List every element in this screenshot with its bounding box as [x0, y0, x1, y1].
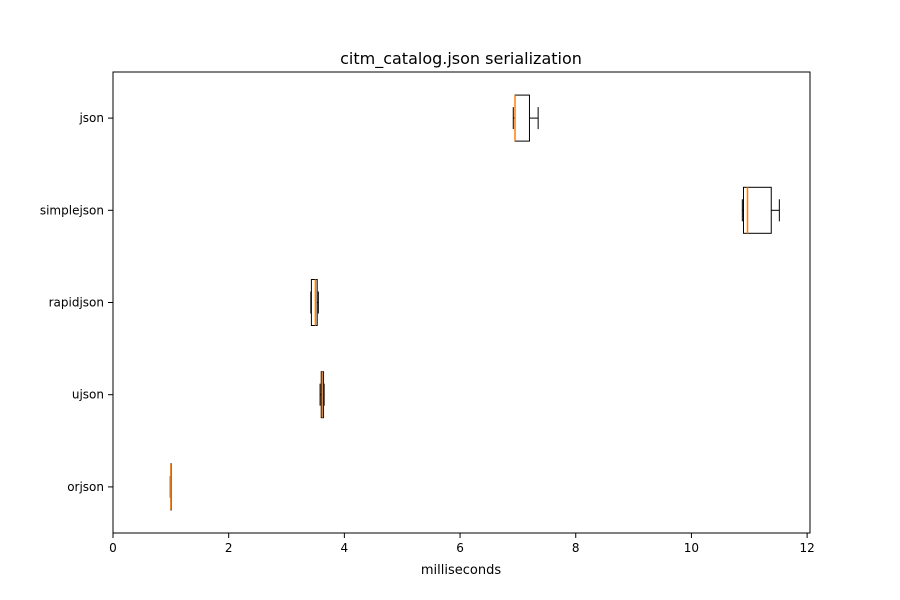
x-tick-label: 2	[225, 541, 233, 555]
x-tick-label: 4	[341, 541, 349, 555]
box-json	[512, 94, 539, 142]
box-body	[742, 186, 772, 234]
box-simplejson	[741, 186, 780, 234]
x-tick-label: 10	[684, 541, 699, 555]
y-tick-label: orjson	[67, 480, 104, 494]
box-body	[310, 279, 318, 326]
y-tick-label: simplejson	[40, 203, 104, 217]
x-axis-label: milliseconds	[421, 563, 501, 578]
y-tick-label: rapidjson	[49, 296, 104, 310]
axes-frame	[112, 71, 811, 534]
y-tick-label: json	[78, 111, 104, 125]
box-body	[514, 94, 530, 142]
y-axis: json simplejson rapidjson ujson orjson	[40, 111, 113, 494]
boxes	[169, 94, 780, 511]
chart-title: citm_catalog.json serialization	[340, 49, 582, 69]
plot-area	[112, 71, 811, 534]
box-orjson	[169, 463, 172, 511]
x-tick-label: 0	[109, 541, 117, 555]
x-axis: 0 2 4 6 8 10 12	[109, 533, 815, 555]
x-tick-label: 8	[572, 541, 580, 555]
box-rapidjson	[310, 279, 319, 326]
x-tick-label: 6	[456, 541, 464, 555]
y-tick-label: ujson	[72, 388, 104, 402]
x-tick-label: 12	[799, 541, 814, 555]
box-ujson	[319, 371, 325, 419]
